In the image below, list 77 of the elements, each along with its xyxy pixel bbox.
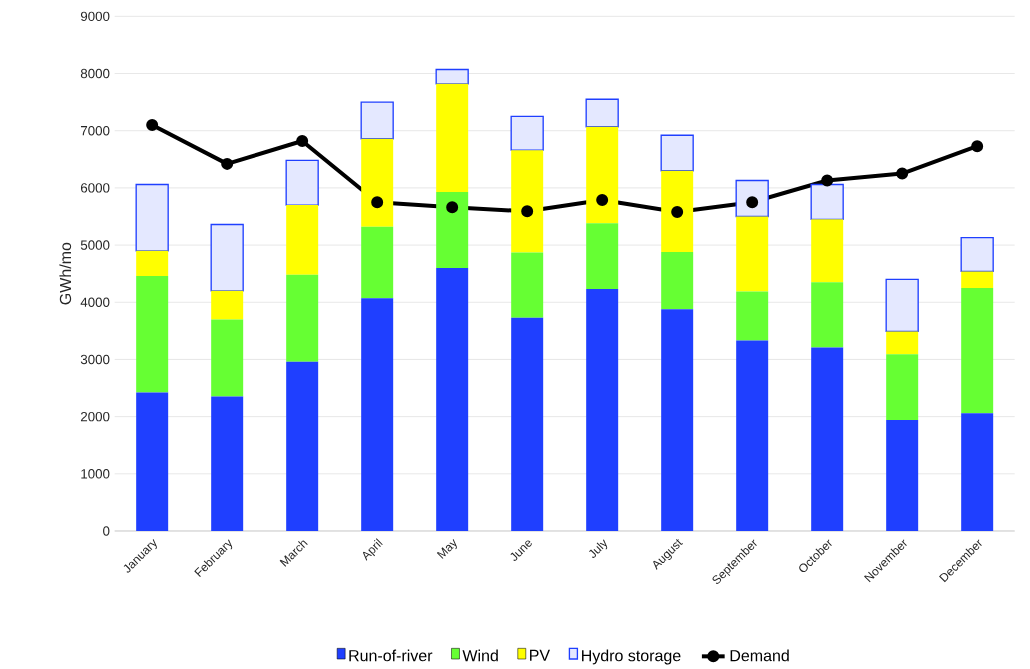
bar [361, 298, 394, 531]
bar [286, 274, 319, 362]
bar [886, 354, 919, 421]
bar [886, 420, 919, 531]
y-tick-label: 7000 [80, 126, 110, 136]
bar [585, 98, 619, 128]
y-axis-title: GWh/mo [59, 242, 72, 305]
bar [286, 205, 319, 275]
bar [885, 278, 919, 333]
y-tick-label: 1000 [81, 469, 110, 479]
bar [286, 361, 319, 531]
bar [285, 159, 319, 206]
bar [436, 267, 469, 531]
bar [811, 219, 844, 283]
legend-label: Demand [730, 649, 789, 662]
point [146, 118, 159, 131]
bar [211, 290, 244, 320]
point [521, 205, 534, 218]
point [446, 201, 459, 214]
point [821, 174, 834, 187]
point [596, 193, 609, 206]
bar [961, 413, 994, 531]
bar [660, 134, 694, 172]
bar [211, 396, 244, 531]
bar [136, 275, 169, 393]
bar [586, 126, 619, 224]
bar [210, 223, 244, 292]
bar [735, 179, 769, 218]
bar [811, 282, 844, 348]
bar [661, 170, 694, 252]
point [371, 196, 384, 209]
y-tick-label: 8000 [80, 68, 110, 79]
y-tick-label: 6000 [80, 183, 110, 193]
bar [586, 289, 619, 531]
legend-label: PV [530, 649, 550, 661]
y-tick-label: 3000 [80, 354, 110, 365]
bar [661, 251, 694, 310]
bar [361, 226, 394, 299]
bar [886, 331, 919, 355]
bar [961, 287, 994, 414]
legend-label: Hydro storage [582, 649, 681, 665]
bar [360, 101, 394, 140]
bar [736, 291, 769, 341]
bar [736, 216, 769, 292]
point [971, 140, 984, 153]
y-tick-label: 0 [103, 526, 110, 536]
bar [511, 317, 544, 531]
bar [511, 252, 544, 318]
legend-label: Run-of-river [349, 649, 433, 662]
bar [136, 250, 169, 276]
bar [511, 150, 544, 253]
point [671, 205, 684, 218]
point [296, 135, 309, 147]
point [221, 157, 234, 170]
bar [135, 183, 169, 252]
y-tick-label: 4000 [80, 297, 110, 307]
bar [811, 347, 844, 531]
x-tick-label: May [436, 539, 457, 559]
bar [136, 392, 169, 531]
bar [436, 83, 469, 192]
bar [436, 191, 469, 268]
bar [661, 309, 694, 531]
y-tick-label: 2000 [80, 411, 110, 422]
y-tick-label: 5000 [80, 240, 110, 250]
bar [961, 271, 994, 288]
point [896, 167, 909, 180]
bar [810, 183, 844, 221]
bar [960, 236, 994, 273]
bar [510, 115, 544, 151]
bar [361, 138, 394, 227]
y-tick-label: 9000 [80, 11, 110, 22]
bar [736, 340, 769, 531]
x-tick-label: July [589, 539, 608, 558]
bar [211, 319, 244, 397]
bar [435, 68, 469, 85]
legend-label: Wind [462, 649, 498, 662]
bar [586, 223, 619, 290]
